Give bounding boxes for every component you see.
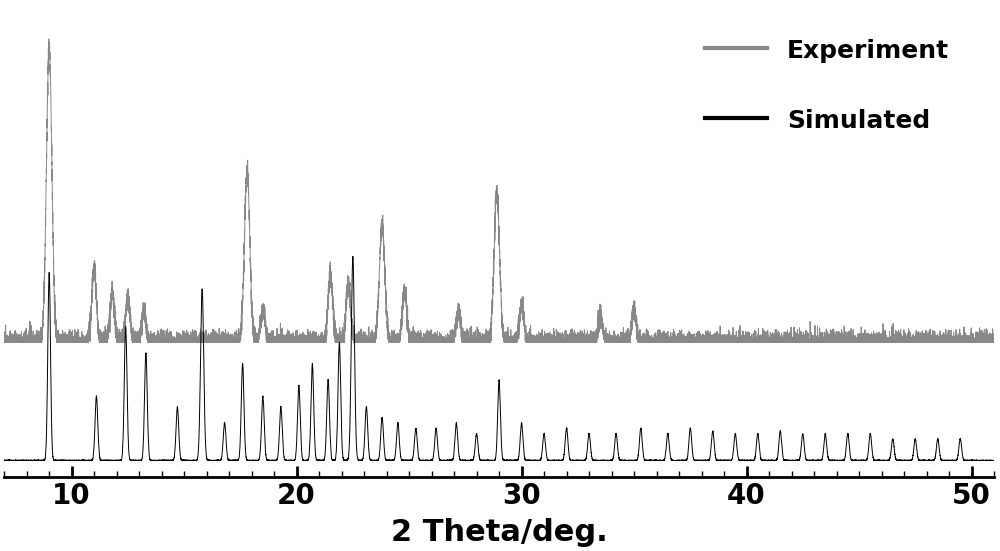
Simulated xyxy=(347,253,359,260)
Experiment xyxy=(988,339,1000,345)
Legend: Experiment, Simulated: Experiment, Simulated xyxy=(692,26,962,145)
Simulated xyxy=(858,457,870,463)
Simulated xyxy=(986,457,998,464)
Experiment xyxy=(974,339,986,345)
Simulated xyxy=(988,457,1000,464)
Experiment xyxy=(630,322,642,329)
Simulated xyxy=(630,457,642,464)
X-axis label: 2 Theta/deg.: 2 Theta/deg. xyxy=(391,518,607,547)
Simulated xyxy=(975,457,987,464)
Line: Experiment: Experiment xyxy=(4,39,994,342)
Experiment xyxy=(886,323,898,330)
Experiment xyxy=(43,36,55,42)
Experiment xyxy=(986,334,998,341)
Simulated xyxy=(0,457,10,463)
Line: Simulated: Simulated xyxy=(4,256,994,461)
Experiment xyxy=(443,339,455,345)
Simulated xyxy=(443,457,455,464)
Experiment xyxy=(0,339,10,345)
Experiment xyxy=(858,339,870,345)
Simulated xyxy=(0,457,10,464)
Simulated xyxy=(886,440,898,447)
